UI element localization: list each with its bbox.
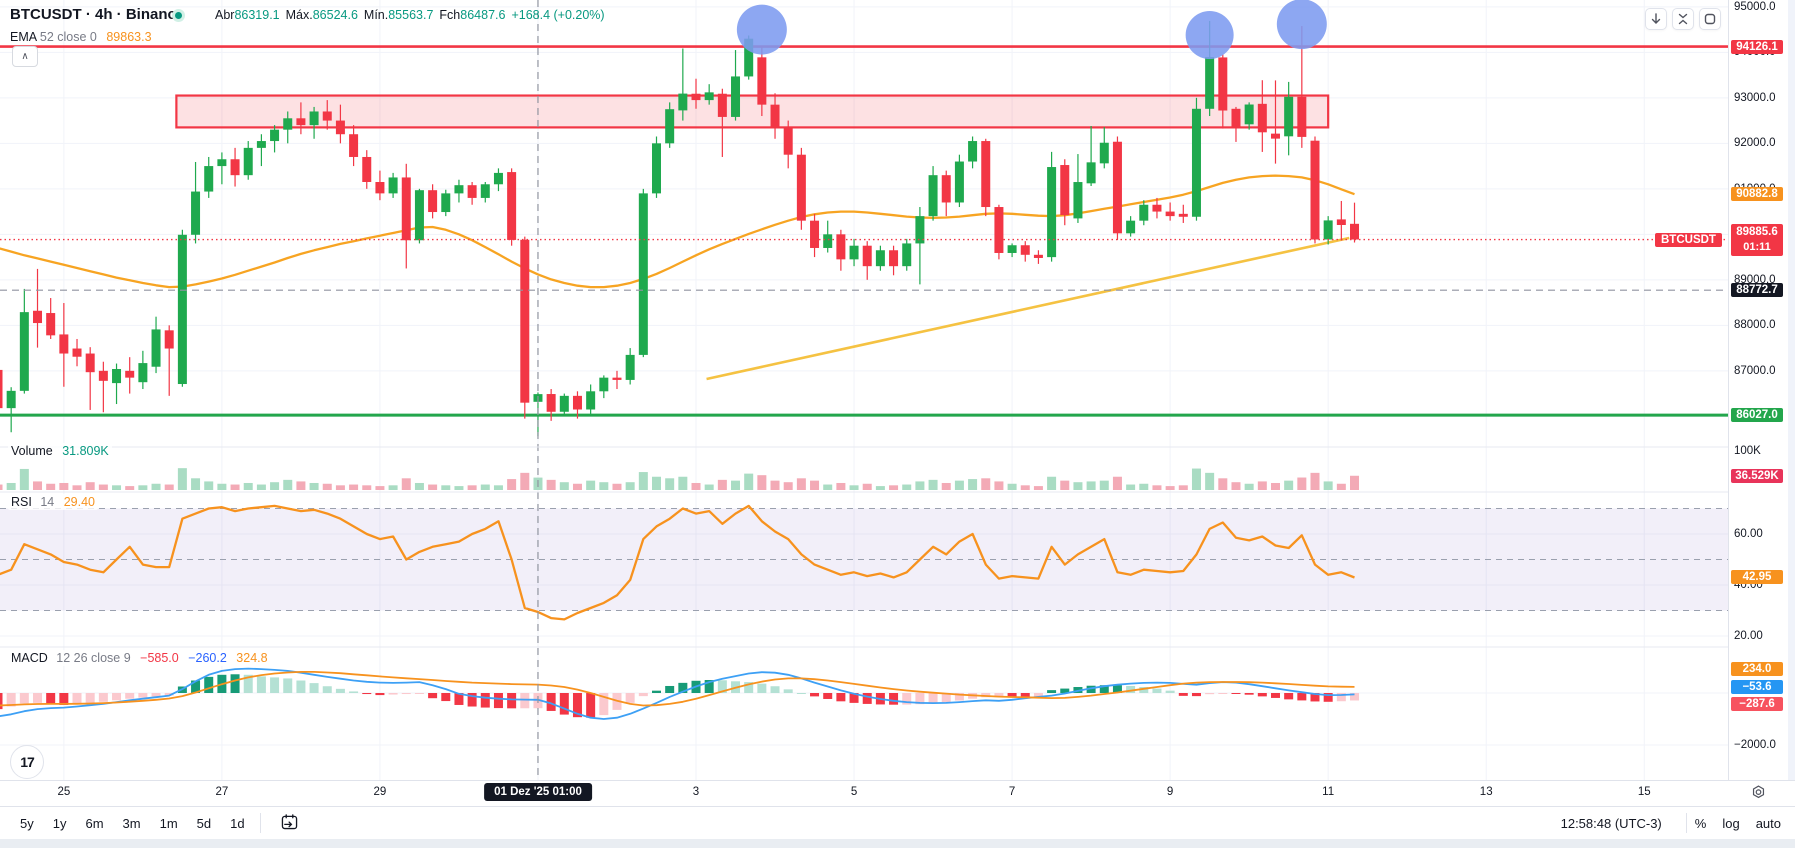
time-axis-label: 27	[215, 786, 229, 798]
ema-params: 52 close 0	[39, 30, 97, 44]
log-scale-button[interactable]: log	[1722, 815, 1740, 831]
time-axis-label: 25	[57, 786, 71, 798]
time-axis[interactable]: 01 Dez '25 01:00 25 27 29 3 5 7 9 11 13 15	[0, 780, 1795, 806]
rsi-label: RSI	[11, 495, 32, 509]
ema-indicator-row[interactable]: EMA 52 close 0 89863.3	[10, 30, 152, 44]
price-badge-90882.8: 90882.8	[1731, 187, 1783, 202]
ema-name: EMA	[10, 30, 37, 44]
range-button-1y[interactable]: 1y	[52, 815, 67, 831]
ohlc-field-value: 85563.7	[388, 8, 434, 22]
percent-scale-button[interactable]: %	[1694, 815, 1707, 831]
macd-line-value: −260.2	[188, 651, 227, 665]
time-axis-label: 13	[1479, 786, 1493, 798]
auto-scale-button[interactable]: auto	[1755, 815, 1781, 831]
scroll-to-recent-button[interactable]	[1645, 8, 1667, 30]
volume-value: 31.809K	[62, 444, 109, 458]
ohlc-field-label: Máx.	[285, 8, 313, 22]
price-badge-86027.0: 86027.0	[1731, 408, 1783, 423]
price-badge-42.95: 42.95	[1731, 570, 1783, 585]
ohlc-field-value: 86487.6	[460, 8, 506, 22]
scale-label: −2000.0	[1734, 739, 1776, 751]
maximize-pane-button[interactable]	[1699, 8, 1721, 30]
price-badge-−287.6: −287.6	[1731, 697, 1783, 711]
macd-signal-value: 324.8	[236, 651, 268, 665]
price-change: +168.4 (+0.20%)	[511, 8, 605, 22]
symbol-title[interactable]: BTCUSDT · 4h · Binance	[10, 6, 185, 23]
bottom-toolbar: 5y 1y 6m 3m 1m 5d 1d 12:58:48 (UTC-3) % log au…	[0, 806, 1795, 839]
macd-label: MACD	[11, 651, 48, 665]
ohlc-field-value: 86524.6	[312, 8, 358, 22]
time-axis-label: 3	[692, 786, 700, 798]
scale-label: 95000.0	[1734, 0, 1776, 13]
macd-hist-value: −585.0	[140, 651, 179, 665]
tradingview-logo[interactable]: 17	[10, 745, 44, 779]
macd-indicator-row[interactable]: MACD 12 26 close 9 −585.0 −260.2 324.8	[8, 650, 271, 666]
macd-params: 12 26 close 9	[56, 651, 131, 665]
market-status-icon[interactable]	[172, 9, 185, 22]
ema-value: 89863.3	[106, 30, 152, 44]
ohlc-field-label: Mín.	[363, 8, 389, 22]
scale-label: 60.00	[1734, 528, 1763, 540]
scale-label: 89000.0	[1734, 273, 1776, 286]
crosshair-time-badge: 01 Dez '25 01:00	[484, 783, 592, 801]
go-to-date-button[interactable]	[274, 811, 305, 836]
countdown-timer: 01:11	[1743, 240, 1771, 253]
range-button-5y[interactable]: 5y	[20, 815, 34, 831]
chevron-up-icon: ∧	[21, 51, 29, 62]
window-edge	[0, 839, 1795, 848]
volume-label: Volume	[11, 444, 53, 458]
range-button-6m[interactable]: 6m	[85, 815, 104, 831]
price-badge-−53.6: −53.6	[1731, 680, 1783, 694]
ohlc-readout: Abr86319.1 Máx.86524.6 Mín.85563.7 Fch86487…	[215, 8, 605, 22]
time-axis-label: 9	[1166, 786, 1174, 798]
price-scale[interactable]: 95000.094000.093000.092000.091000.090000…	[1728, 0, 1788, 780]
scale-label: 87000.0	[1734, 364, 1776, 377]
maximize-pane-icon	[1704, 13, 1716, 25]
axis-settings-gear-icon[interactable]	[1750, 784, 1767, 806]
rsi-value: 29.40	[63, 495, 95, 509]
calendar-goto-icon	[281, 813, 297, 829]
scale-label: 88000.0	[1734, 319, 1776, 332]
time-axis-label: 5	[850, 786, 858, 798]
ohlc-field-label: Abr	[215, 8, 235, 22]
scale-label: 20.00	[1734, 630, 1763, 642]
ohlc-field-value: 86319.1	[234, 8, 280, 22]
rsi-indicator-row[interactable]: RSI 14 29.40	[8, 494, 98, 510]
range-button-3m[interactable]: 3m	[122, 815, 141, 831]
collapse-indicators-button[interactable]: ∧	[12, 46, 38, 67]
price-badge-94126.1: 94126.1	[1731, 39, 1783, 54]
rsi-params: 14	[40, 495, 55, 509]
scale-label: 92000.0	[1734, 137, 1776, 150]
time-axis-label: 15	[1637, 786, 1651, 798]
collapse-panes-icon	[1678, 13, 1688, 25]
session-clock[interactable]: 12:58:48 (UTC-3)	[1560, 815, 1662, 831]
chart-canvas[interactable]	[0, 0, 1728, 780]
range-button-1d[interactable]: 1d	[230, 815, 245, 831]
range-button-1m[interactable]: 1m	[159, 815, 178, 831]
price-badge-36.529K: 36.529K	[1731, 468, 1783, 483]
price-badge-89885.6: 89885.6 01:11	[1731, 223, 1783, 256]
time-axis-label: 11	[1322, 786, 1335, 798]
scrollbar[interactable]	[1788, 0, 1795, 780]
time-axis-label: 29	[373, 786, 387, 798]
time-axis-label: 7	[1008, 786, 1016, 798]
price-badge-88772.7: 88772.7	[1731, 283, 1783, 298]
symbol-price-tag: BTCUSDT	[1655, 232, 1722, 247]
volume-indicator-row[interactable]: Volume 31.809K	[8, 443, 112, 459]
scale-label: 93000.0	[1734, 91, 1776, 104]
range-button-5d[interactable]: 5d	[196, 815, 212, 831]
arrow-down-icon	[1651, 13, 1661, 24]
collapse-panes-button[interactable]	[1672, 8, 1694, 30]
ohlc-field-label: Fch	[439, 8, 461, 22]
price-badge-234.0: 234.0	[1731, 662, 1783, 676]
scale-label: 100K	[1734, 445, 1761, 457]
